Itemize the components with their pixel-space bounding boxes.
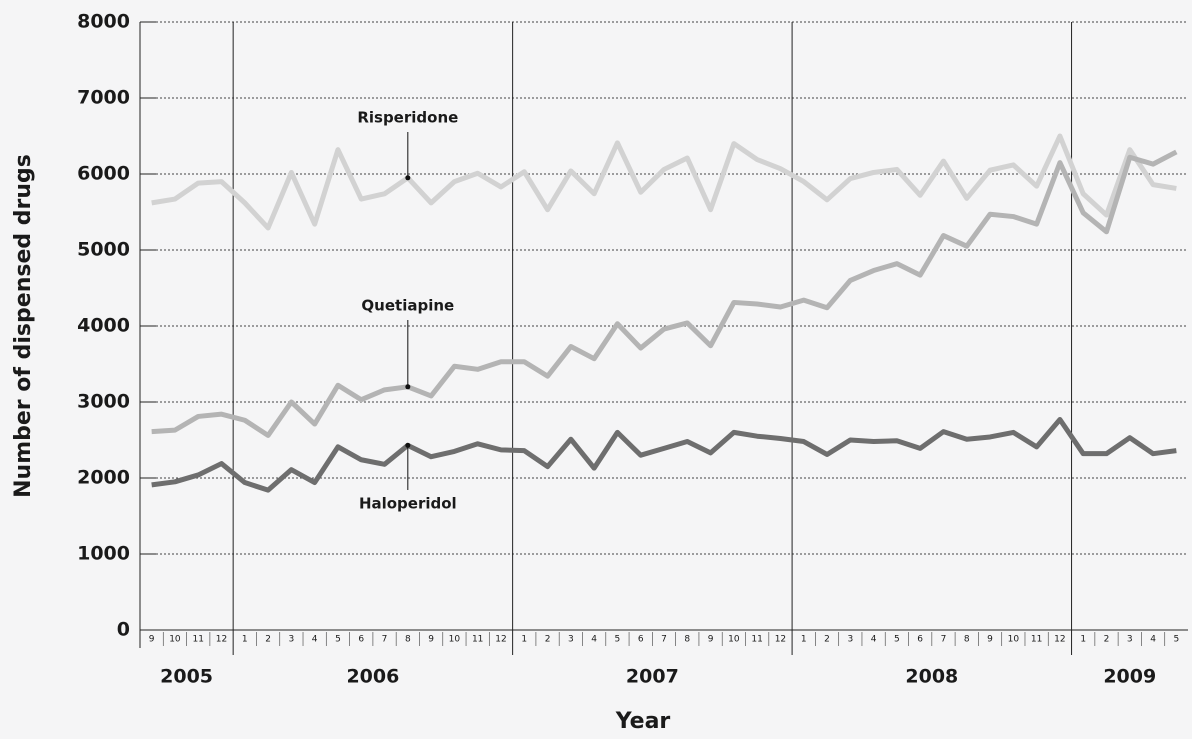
x-tick-label: 9 [428,635,434,645]
series-line [151,416,1177,493]
x-tick-label: 3 [1127,635,1133,645]
x-tick-label: 11 [472,635,483,645]
x-tick-label: 1 [801,635,807,645]
year-label: 2007 [626,666,679,688]
y-tick-label: 4000 [77,315,130,337]
x-tick-label: 3 [847,635,853,645]
y-tick-label: 0 [117,619,130,641]
x-tick-label: 4 [591,635,597,645]
series-label: Risperidone [357,109,458,127]
x-tick-label: 10 [728,635,740,645]
y-tick-label: 3000 [77,391,130,413]
x-tick-label: 6 [917,635,923,645]
x-tick-label: 3 [568,635,574,645]
y-axis-title: Number of dispensed drugs [11,154,36,498]
y-tick-label: 1000 [77,543,130,565]
x-tick-label: 5 [335,635,341,645]
x-tick-label: 2 [824,635,830,645]
x-tick-label: 4 [1150,635,1156,645]
y-tick-label: 8000 [77,11,130,33]
x-tick-label: 9 [708,635,714,645]
x-tick-label: 5 [615,635,621,645]
y-tick-label: 6000 [77,163,130,185]
x-tick-label: 3 [289,635,295,645]
x-tick-label: 12 [495,635,506,645]
x-tick-label: 4 [871,635,877,645]
series-label: Haloperidol [359,495,457,513]
y-tick-label: 5000 [77,239,130,261]
annotation-dot [405,384,411,390]
x-tick-label: 1 [521,635,527,645]
x-tick-label: 6 [358,635,364,645]
annotation-dot [405,442,411,448]
y-tick-label: 7000 [77,87,130,109]
x-tick-label: 8 [684,635,690,645]
year-label: 2006 [346,666,399,688]
x-tick-label: 7 [941,635,947,645]
year-label: 2005 [160,666,213,688]
x-tick-label: 7 [661,635,667,645]
series-line [151,133,1177,231]
x-tick-label: 10 [169,635,181,645]
x-tick-label: 8 [405,635,411,645]
annotation-dot [405,175,411,181]
x-tick-label: 5 [894,635,900,645]
x-tick-label: 10 [449,635,461,645]
x-tick-label: 4 [312,635,318,645]
year-label: 2008 [905,666,958,688]
series-line [151,149,1178,438]
x-tick-label: 12 [1054,635,1065,645]
x-axis-title: Year [615,709,671,734]
x-tick-label: 2 [1104,635,1110,645]
x-tick-label: 6 [638,635,644,645]
x-tick-label: 11 [751,635,762,645]
x-tick-label: 11 [192,635,203,645]
x-tick-label: 2 [265,635,271,645]
x-tick-label: 12 [216,635,227,645]
x-tick-label: 9 [149,635,155,645]
year-label: 2009 [1103,666,1156,688]
x-tick-label: 1 [1080,635,1086,645]
x-tick-label: 1 [242,635,248,645]
series-label: Quetiapine [361,297,454,315]
x-tick-label: 5 [1173,635,1179,645]
x-tick-label: 11 [1031,635,1042,645]
x-tick-label: 7 [382,635,388,645]
x-tick-label: 8 [964,635,970,645]
x-tick-label: 2 [545,635,551,645]
x-tick-label: 10 [1008,635,1020,645]
y-tick-label: 2000 [77,467,130,489]
x-tick-label: 9 [987,635,993,645]
x-tick-label: 12 [775,635,786,645]
